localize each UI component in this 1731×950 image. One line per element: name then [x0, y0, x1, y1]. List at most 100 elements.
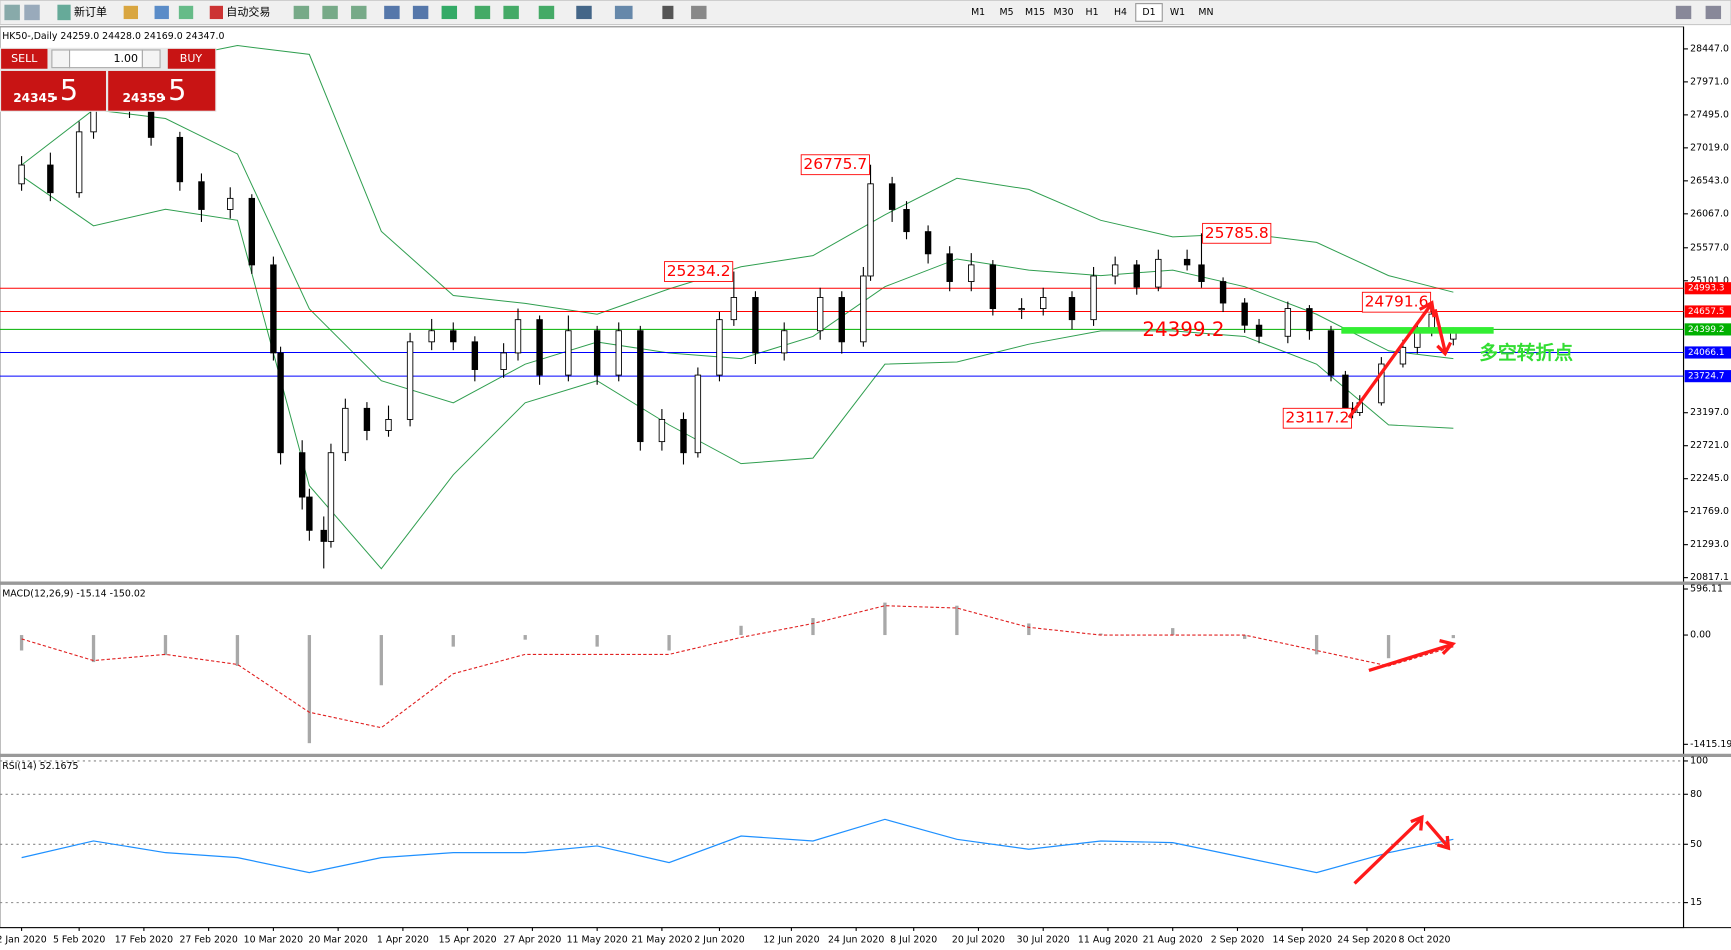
- x-tick-label: 17 Feb 2020: [115, 934, 173, 945]
- y-tick-label: 596.11: [1690, 584, 1723, 595]
- candle-body: [1284, 308, 1292, 337]
- icon[interactable]: [293, 5, 310, 20]
- macd-bar: [1027, 623, 1031, 636]
- new-order-button[interactable]: 新订单: [74, 4, 107, 18]
- buy-price-box[interactable]: [108, 70, 216, 111]
- indicator-header: RSI(14) 52.1675: [2, 761, 78, 772]
- x-tick-label: 21 May 2020: [631, 934, 692, 945]
- icon[interactable]: [1675, 5, 1692, 20]
- y-tick-label: 27971.0: [1690, 76, 1729, 87]
- level-price-label: 24399.2: [1688, 325, 1725, 335]
- timeframe-button[interactable]: MN: [1198, 7, 1213, 18]
- candle-body: [406, 341, 414, 420]
- buy-price[interactable]: 24359: [123, 91, 165, 105]
- candle-body: [888, 183, 896, 210]
- icon[interactable]: [351, 5, 367, 20]
- buy-button[interactable]: [167, 48, 216, 69]
- candle-body: [327, 452, 335, 542]
- candle-body: [1399, 346, 1407, 365]
- candle-body: [514, 319, 522, 354]
- timeframe-active: [1135, 3, 1163, 22]
- timeframe-button[interactable]: M30: [1054, 7, 1074, 18]
- candle-body: [867, 183, 874, 277]
- timeframe-button[interactable]: H4: [1114, 7, 1127, 18]
- candle-body: [860, 275, 867, 343]
- x-tick-label: 11 May 2020: [567, 934, 628, 945]
- candle-body: [248, 197, 256, 266]
- sell-button[interactable]: [1, 48, 48, 69]
- sell-label[interactable]: SELL: [11, 52, 38, 65]
- highlight-bar: [1341, 327, 1494, 334]
- y-tick-label: 80: [1690, 789, 1702, 800]
- y-tick-label: 25577.0: [1690, 242, 1729, 253]
- arrow-head: [1439, 638, 1457, 656]
- icon[interactable]: [662, 5, 674, 20]
- x-tick-label: 30 Jul 2020: [1017, 934, 1070, 945]
- macd-bar: [379, 635, 383, 686]
- macd-bar: [19, 635, 24, 651]
- timeframe-button[interactable]: M1: [971, 7, 985, 18]
- x-tick-label: 14 Sep 2020: [1273, 934, 1332, 945]
- arrows: [1347, 300, 1457, 885]
- candle-body: [1090, 275, 1097, 321]
- new-order-icon[interactable]: [57, 4, 71, 21]
- rsi-line: [21, 818, 1454, 874]
- sell-price-fraction[interactable]: .5: [51, 73, 78, 107]
- lot-size[interactable]: 1.00: [113, 52, 138, 65]
- timeframe-button[interactable]: M5: [1000, 7, 1014, 18]
- price-annotation: 24791.6: [1365, 293, 1429, 311]
- icon[interactable]: [154, 5, 169, 20]
- y-tick-label: 26543.0: [1690, 175, 1729, 186]
- price-annotation: 26775.7: [803, 155, 867, 173]
- candle-body: [1342, 374, 1349, 409]
- macd-bar: [307, 635, 312, 744]
- candle-body: [500, 352, 507, 370]
- icon[interactable]: [322, 5, 338, 20]
- macd-panel: MACD(12,26,9) -15.14 -150.02 596.11 0.00 -1…: [2, 584, 1731, 750]
- price-annotation: 25234.2: [667, 262, 731, 280]
- y-tick-label: 21769.0: [1690, 506, 1729, 517]
- timeframe-button[interactable]: M15: [1025, 7, 1045, 18]
- level-annotation: 24399.2: [1142, 318, 1224, 341]
- icon[interactable]: [503, 5, 519, 20]
- lot-down[interactable]: [51, 49, 71, 69]
- auto-trading-button[interactable]: 自动交易: [226, 4, 270, 18]
- icon[interactable]: [474, 5, 491, 20]
- icon[interactable]: [412, 5, 429, 20]
- icon[interactable]: [4, 4, 20, 21]
- icon[interactable]: [1705, 5, 1722, 20]
- icon[interactable]: [441, 5, 458, 20]
- annotation-box: [800, 154, 870, 176]
- buy-label[interactable]: BUY: [180, 52, 203, 65]
- candle-body: [637, 330, 644, 443]
- candle-body: [385, 418, 392, 431]
- icon[interactable]: [123, 5, 138, 20]
- candle-body: [946, 253, 953, 282]
- candle-body: [270, 264, 277, 354]
- icon[interactable]: [384, 5, 400, 20]
- y-tick-label: -1415.19: [1690, 739, 1731, 750]
- timeframe-button[interactable]: H1: [1086, 7, 1099, 18]
- icon[interactable]: [538, 5, 555, 20]
- y-tick-label: 28447.0: [1690, 43, 1729, 54]
- sell-price-box[interactable]: [1, 70, 106, 111]
- icon[interactable]: [178, 5, 194, 20]
- icon[interactable]: [691, 5, 707, 20]
- icon[interactable]: [24, 4, 40, 21]
- timeframe-button[interactable]: D1: [1142, 7, 1155, 18]
- lot-up[interactable]: [141, 49, 161, 69]
- candle-body: [198, 181, 205, 210]
- candle-body: [838, 297, 845, 343]
- icon[interactable]: [576, 5, 592, 20]
- x-tick-label: 2 Jun 2020: [694, 934, 744, 945]
- candle-body: [752, 297, 759, 354]
- icon[interactable]: [614, 5, 633, 20]
- auto-trading-icon[interactable]: [209, 5, 223, 20]
- arrow-head: [1418, 300, 1436, 318]
- timeframe-button[interactable]: W1: [1170, 7, 1185, 18]
- y-tick-label: 25101.0: [1690, 275, 1729, 286]
- sell-price[interactable]: 24345: [13, 91, 55, 105]
- buy-price-fraction[interactable]: .5: [159, 73, 186, 107]
- level-price-label: 23724.7: [1688, 372, 1725, 382]
- candle-body: [658, 418, 666, 443]
